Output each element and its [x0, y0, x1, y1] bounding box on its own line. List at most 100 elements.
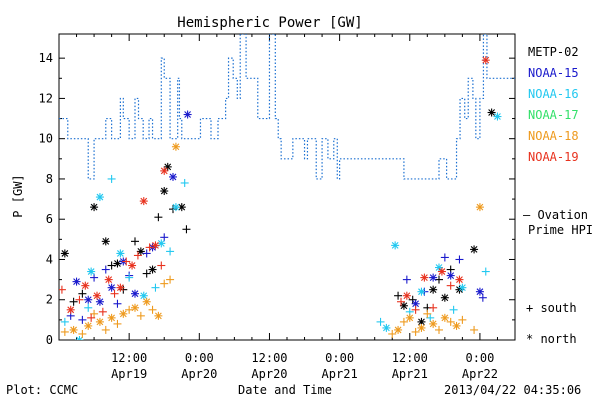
north-point — [142, 297, 151, 306]
south-point — [107, 174, 116, 183]
south-point — [481, 267, 490, 276]
legend-item: NOAA-19 — [528, 150, 579, 164]
legend: METP-02 NOAA-15 NOAA-16 NOAA-17 NOAA-18 NOAA-… — [528, 45, 579, 164]
north-point — [455, 275, 464, 284]
north-point — [429, 319, 438, 328]
south-point — [78, 289, 87, 298]
north-point — [487, 108, 496, 117]
south-point — [142, 269, 151, 278]
north-point — [60, 249, 69, 258]
north-point — [382, 323, 391, 332]
x-tick-date-label: Apr21 — [392, 367, 428, 381]
north-point — [452, 321, 461, 330]
south-point — [166, 275, 175, 284]
south-point — [75, 295, 84, 304]
plot-frame — [58, 33, 516, 341]
north-point — [171, 203, 180, 212]
north-point — [391, 241, 400, 250]
south-point — [458, 315, 467, 324]
south-point — [145, 243, 154, 252]
south-point — [411, 305, 420, 314]
y-tick-label: 8 — [46, 172, 53, 186]
south-point — [151, 283, 160, 292]
north-point — [95, 193, 104, 202]
south-point — [133, 251, 142, 260]
x-tick-date-label: Apr21 — [322, 367, 358, 381]
data-points — [59, 56, 502, 340]
y-tick-label: 4 — [46, 252, 53, 266]
south-marker-legend: + south — [526, 301, 577, 315]
y-tick-label: 6 — [46, 212, 53, 226]
north-point — [429, 285, 438, 294]
north-point — [458, 283, 467, 292]
south-point — [446, 281, 455, 290]
north-point — [131, 303, 139, 312]
south-point — [78, 315, 87, 324]
south-point — [101, 325, 110, 334]
north-point — [160, 166, 169, 175]
south-point — [136, 311, 145, 320]
south-point — [113, 319, 122, 328]
north-point — [475, 287, 484, 296]
south-point — [84, 303, 93, 312]
north-point — [93, 291, 101, 300]
north-point — [475, 203, 484, 212]
south-point — [142, 249, 151, 258]
x-axis-label: Date and Time — [238, 383, 332, 397]
north-point — [405, 313, 414, 322]
south-point — [180, 178, 189, 187]
south-point — [376, 317, 385, 326]
north-point — [113, 259, 122, 268]
north-point — [481, 56, 490, 65]
legend-item: NOAA-17 — [528, 108, 579, 122]
x-tick-date-label: Apr22 — [462, 367, 498, 381]
north-point — [394, 325, 403, 334]
north-point — [440, 293, 449, 302]
north-point — [151, 241, 160, 250]
south-point — [435, 325, 443, 334]
south-point — [399, 317, 408, 326]
y-tick-label: 2 — [46, 293, 53, 307]
north-point — [66, 305, 75, 314]
north-point — [493, 112, 502, 121]
north-point — [446, 271, 455, 280]
south-point — [125, 273, 134, 282]
x-tick-date-label: Apr19 — [111, 367, 147, 381]
x-tick-time-label: 12:00 — [111, 351, 147, 365]
south-point — [60, 317, 69, 326]
north-point — [169, 172, 177, 181]
north-point — [429, 273, 438, 282]
ovation-hpi-line — [59, 34, 515, 180]
ovation-legend-line2: Prime HPI — [528, 223, 593, 237]
north-point — [139, 291, 148, 300]
y-tick-label: 0 — [46, 333, 53, 347]
south-point — [122, 257, 131, 266]
north-point — [148, 265, 157, 274]
north-point — [160, 187, 169, 196]
plot-source-label: Plot: CCMC — [6, 383, 78, 397]
north-point — [183, 110, 192, 119]
south-point — [125, 305, 134, 314]
y-axis-label: P [GW] — [11, 174, 25, 217]
south-point — [435, 275, 443, 284]
south-point — [449, 305, 458, 314]
north-point — [104, 275, 113, 284]
x-tick-time-label: 0:00 — [325, 351, 354, 365]
north-marker-legend: * north — [526, 332, 577, 346]
north-point — [435, 263, 443, 272]
south-point — [182, 225, 191, 234]
north-point — [72, 277, 81, 286]
x-tick-time-label: 0:00 — [185, 351, 214, 365]
north-point — [75, 336, 84, 340]
north-point — [399, 301, 408, 310]
south-point — [426, 313, 435, 322]
chart-title: Hemispheric Power [GW] — [177, 15, 362, 31]
south-point — [388, 329, 397, 338]
legend-item: NOAA-15 — [528, 66, 579, 80]
north-point — [95, 317, 104, 326]
ovation-legend-line1: — Ovation — [523, 208, 588, 222]
north-point — [171, 142, 180, 151]
south-point — [478, 293, 487, 302]
x-tick-date-label: Apr20 — [251, 367, 287, 381]
